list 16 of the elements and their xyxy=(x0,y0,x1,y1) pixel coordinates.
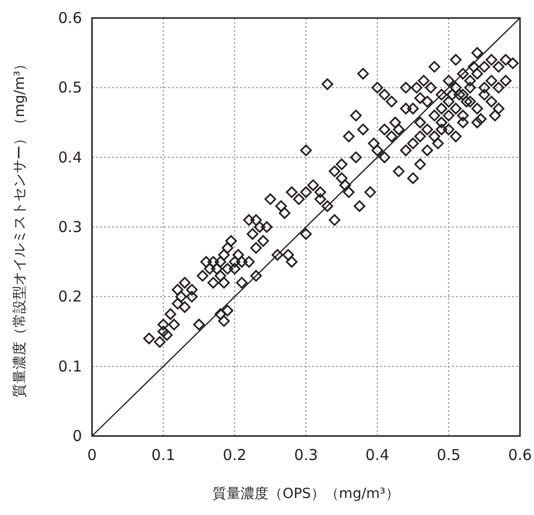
x-tick-label: 0.6 xyxy=(508,446,532,464)
y-tick-label: 0.4 xyxy=(58,148,82,166)
x-tick-label: 0.2 xyxy=(222,446,247,464)
y-tick-label: 0.5 xyxy=(58,78,82,97)
x-tick-label: 0.1 xyxy=(151,446,176,464)
x-tick-label: 0 xyxy=(87,446,97,464)
y-tick-label: 0.1 xyxy=(58,357,82,376)
y-tick-label: 0.6 xyxy=(58,9,82,27)
y-axis-title: 質量濃度（常設型オイルミストセンサー）（mg/m³） xyxy=(12,56,28,398)
x-tick-label: 0.3 xyxy=(294,446,318,464)
y-tick-label: 0.3 xyxy=(58,218,82,236)
y-tick-label: 0 xyxy=(72,427,82,445)
y-tick-label: 0.2 xyxy=(58,288,82,306)
x-tick-label: 0.4 xyxy=(365,446,390,464)
x-axis-title: 質量濃度（OPS）（mg/m³） xyxy=(212,486,400,502)
x-tick-label: 0.5 xyxy=(436,446,461,464)
